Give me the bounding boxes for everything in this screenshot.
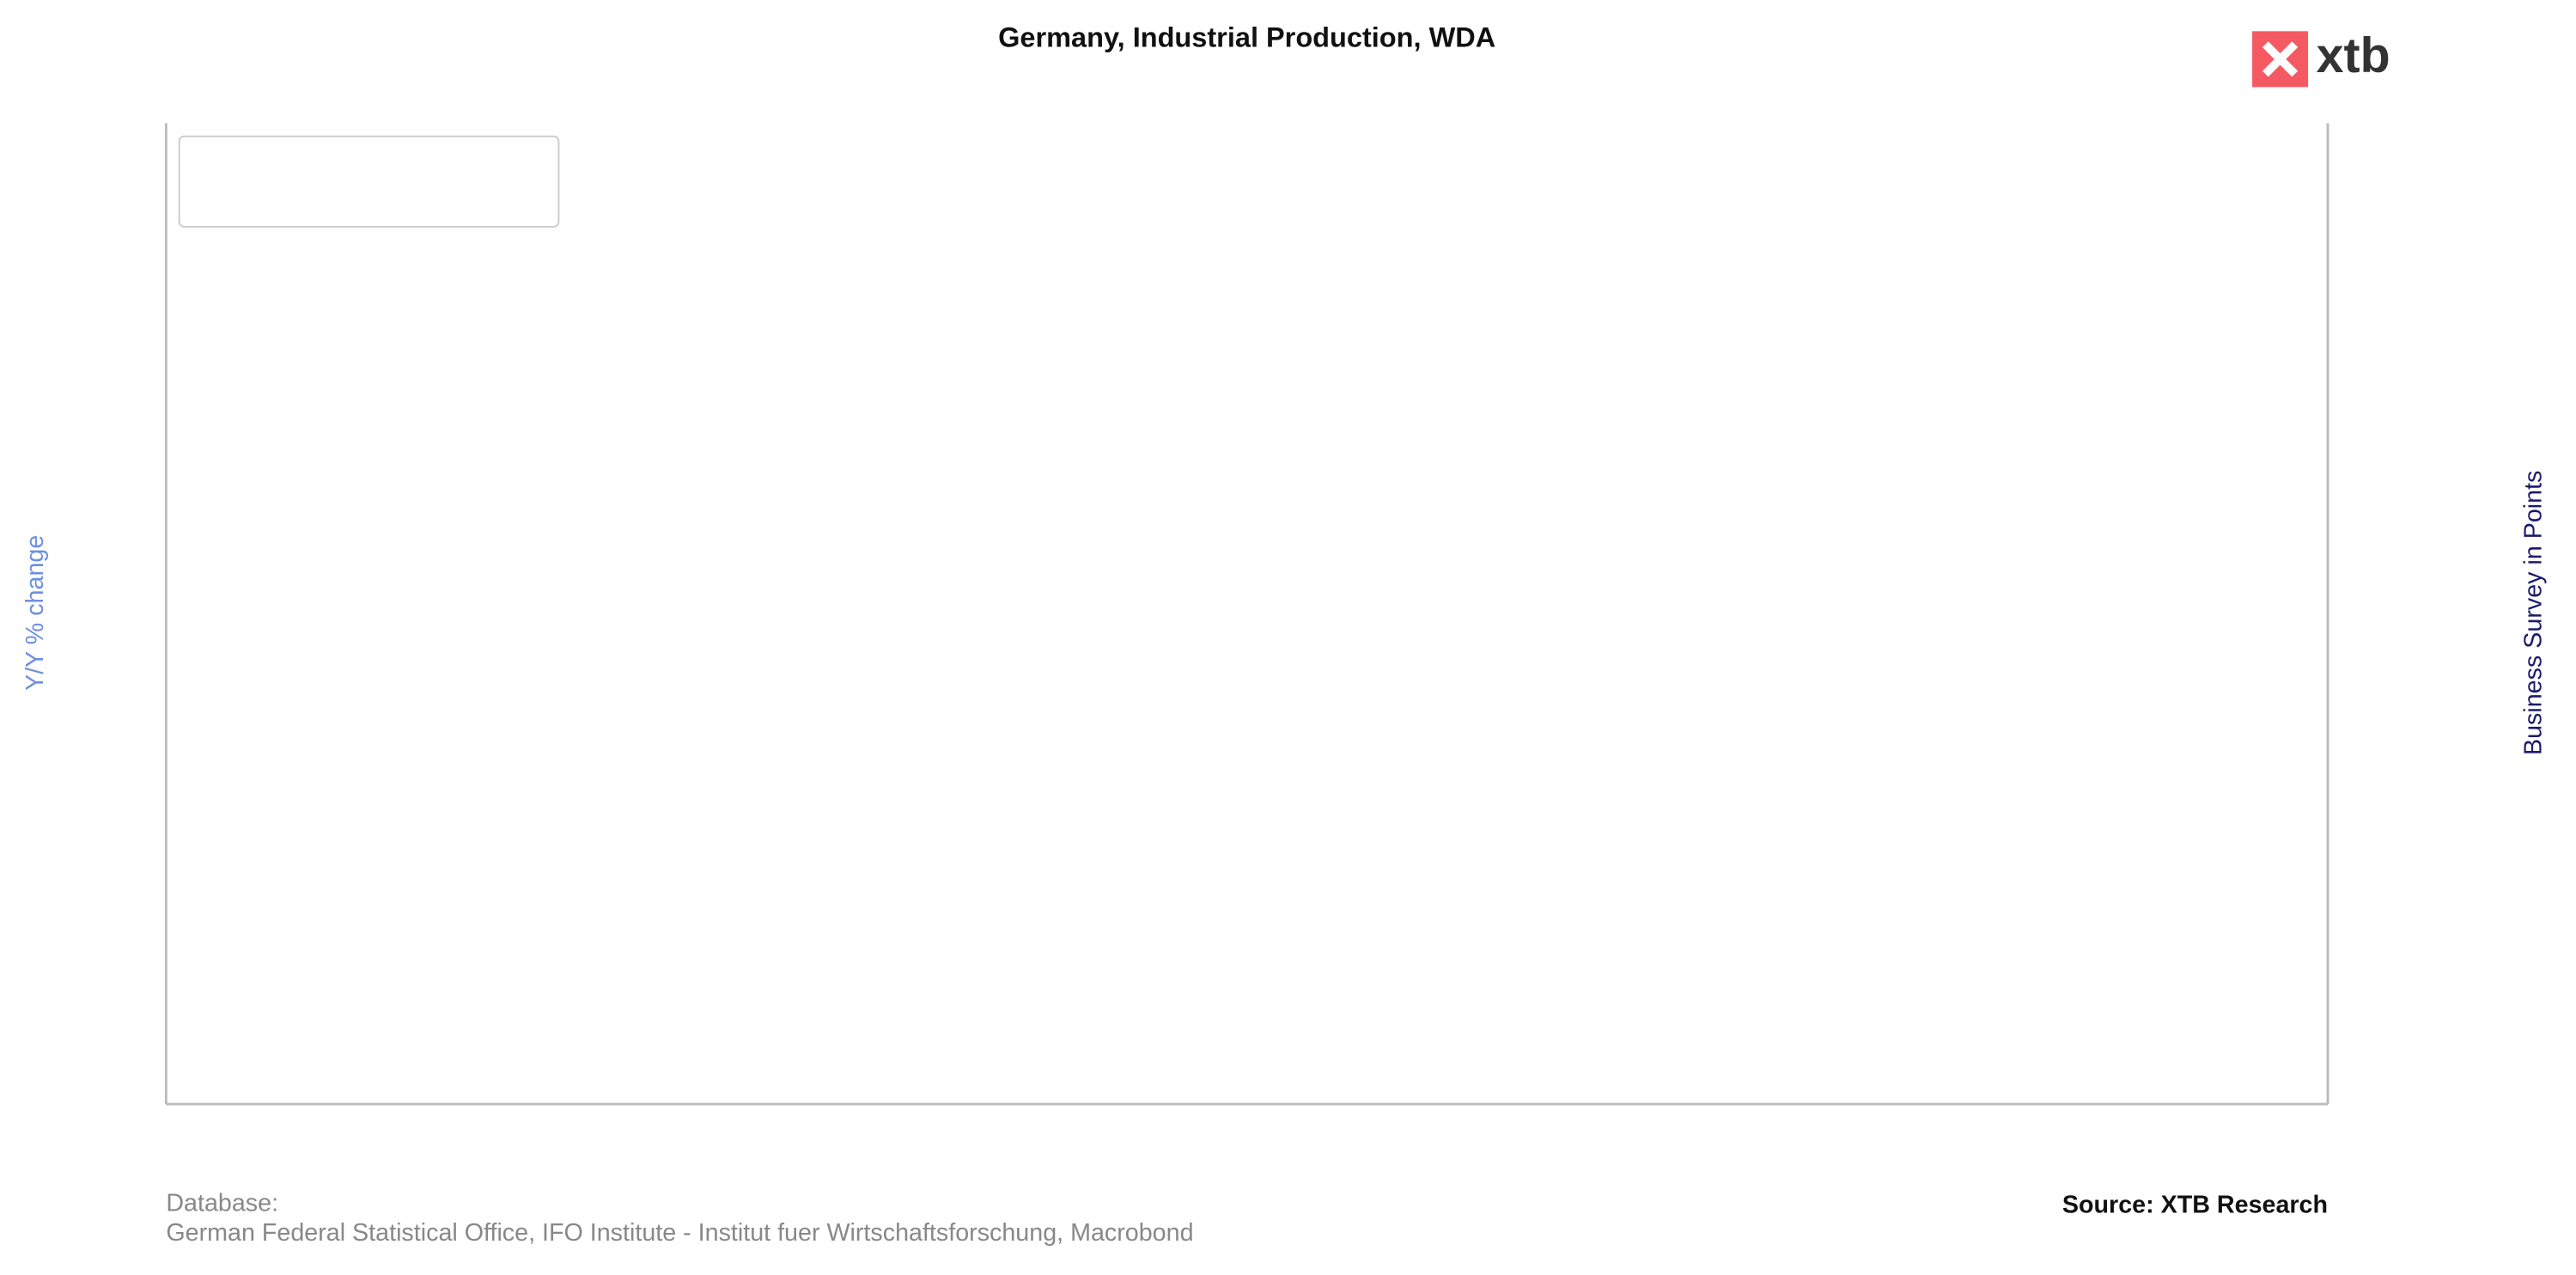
legend-box (178, 135, 560, 228)
database-label: Database: (166, 1189, 278, 1217)
y2-axis-label: Business Survey in Points (2520, 471, 2548, 755)
chart-title: Germany, Industrial Production, WDA (998, 21, 1495, 52)
logo-text: xtb (2317, 28, 2390, 83)
logo: xtb (2252, 28, 2390, 88)
axes-layer (164, 123, 2329, 1106)
legend (178, 135, 560, 228)
database-note: German Federal Statistical Office, IFO I… (166, 1219, 1193, 1247)
logo-x (2262, 41, 2299, 77)
source-note: Source: XTB Research (2062, 1191, 2328, 1218)
y-axis-label: Y/Y % change (21, 535, 49, 691)
